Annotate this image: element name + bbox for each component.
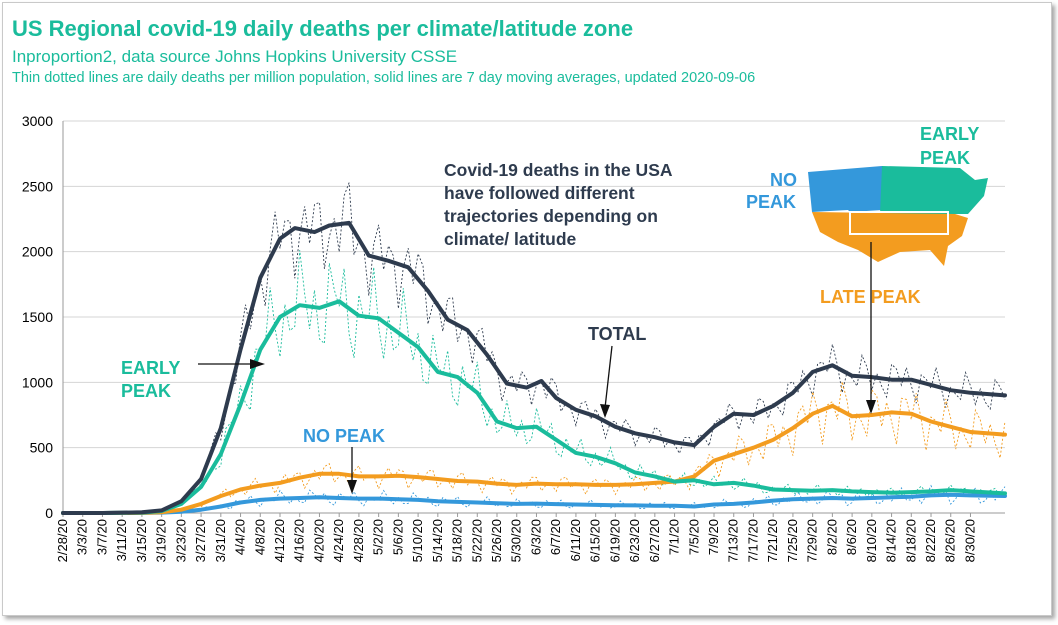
x-tick-label: 6/23/20 [627, 519, 642, 562]
map-late-peak-region [812, 212, 968, 266]
y-tick-label: 500 [30, 440, 54, 456]
x-tick-label: 6/3/20 [528, 519, 543, 555]
map-early-peak-label: EARLY [920, 124, 979, 144]
x-tick-label: 7/29/20 [805, 519, 820, 562]
x-tick-label: 4/4/20 [233, 519, 248, 555]
series-line-early-peak [61, 299, 1007, 515]
x-tick-label: 7/25/20 [785, 519, 800, 562]
x-tick-label: 8/30/20 [962, 519, 977, 562]
no-peak-arrow-head [347, 480, 357, 494]
x-tick-label: 6/27/20 [647, 519, 662, 562]
y-tick-label: 0 [45, 505, 53, 521]
chart-subtitle: Inproportion2, data source Johns Hopkins… [12, 47, 458, 66]
x-tick-label: 8/22/20 [923, 519, 938, 562]
map-no-peak-region [808, 166, 883, 212]
x-tick-label: 7/9/20 [706, 519, 721, 555]
chart-note: Thin dotted lines are daily deaths per m… [12, 70, 756, 86]
x-tick-label: 5/2/20 [371, 519, 386, 555]
x-tick-label: 7/1/20 [667, 519, 682, 555]
x-tick-label: 5/10/20 [410, 519, 425, 562]
daily-line-early-peak [63, 250, 1006, 514]
x-tick-label: 7/5/20 [686, 519, 701, 555]
x-tick-label: 8/6/20 [844, 519, 859, 555]
trajectories-line-3: trajectories depending on [444, 206, 658, 226]
trajectories-line-2: have followed different [444, 183, 635, 203]
daily-line-no-peak [63, 484, 1006, 514]
trajectories-line-1: Covid-19 deaths in the USA [444, 160, 673, 180]
x-tick-label: 4/12/20 [272, 519, 287, 562]
early-peak-arrow-head [250, 359, 265, 369]
x-tick-label: 8/26/20 [943, 519, 958, 562]
total-arrow-head [600, 404, 610, 418]
x-tick-label: 4/16/20 [292, 519, 307, 562]
x-tick-label: 4/28/20 [351, 519, 366, 562]
x-tick-label: 5/30/20 [509, 519, 524, 562]
map-early-peak-label-2: PEAK [920, 148, 970, 168]
x-tick-label: 5/18/20 [450, 519, 465, 562]
x-tick-label: 8/18/20 [903, 519, 918, 562]
x-tick-label: 7/13/20 [726, 519, 741, 562]
x-tick-label: 6/15/20 [588, 519, 603, 562]
chart-title: US Regional covid-19 daily deaths per cl… [12, 16, 634, 41]
x-tick-label: 4/8/20 [252, 519, 267, 555]
x-tick-label: 3/11/20 [114, 519, 129, 561]
x-tick-label: 7/17/20 [745, 519, 760, 562]
map-no-peak-label: NO [770, 170, 797, 190]
x-tick-label: 3/3/20 [75, 519, 90, 555]
x-tick-label: 8/10/20 [864, 519, 879, 562]
x-tick-label: 6/11/20 [568, 519, 583, 561]
x-tick-label: 3/19/20 [154, 519, 169, 562]
late-peak-label: LATE PEAK [820, 287, 921, 307]
x-tick-label: 3/27/20 [193, 519, 208, 562]
x-tick-label: 3/7/20 [94, 519, 109, 555]
early-peak-label-2: PEAK [121, 381, 171, 401]
annotation-arrows [198, 242, 876, 494]
x-tick-label: 5/22/20 [469, 519, 484, 562]
x-tick-label: 4/24/20 [331, 519, 346, 562]
x-tick-label: 7/21/20 [765, 519, 780, 562]
map-no-peak-label-2: PEAK [746, 192, 796, 212]
y-tick-label: 2000 [22, 244, 53, 260]
total-arrow [604, 345, 613, 409]
trajectories-line-4: climate/ latitude [444, 229, 577, 249]
x-tick-label: 6/19/20 [607, 519, 622, 562]
series-line-no-peak [61, 492, 1007, 515]
x-axis-ticks: 2/28/20 3/3/20 3/7/20 3/11/20 3/15/20 3/19/20… [55, 513, 977, 562]
x-tick-label: 2/28/20 [55, 519, 70, 562]
x-tick-label: 8/14/20 [884, 519, 899, 562]
late-peak-arrow-head [866, 400, 876, 414]
x-tick-label: 3/15/20 [134, 519, 149, 562]
y-tick-label: 1500 [22, 309, 53, 325]
x-tick-label: 8/2/20 [824, 519, 839, 555]
map-early-peak-region [880, 166, 988, 214]
y-tick-label: 1000 [22, 374, 53, 390]
moving-average-lines [61, 220, 1007, 515]
series-line-total [61, 220, 1007, 515]
map-highlight-box [849, 211, 949, 235]
x-tick-label: 3/23/20 [173, 519, 188, 562]
no-peak-label: NO PEAK [303, 426, 385, 446]
daily-line-total [63, 182, 1006, 514]
y-tick-label: 3000 [22, 113, 53, 129]
x-tick-label: 5/6/20 [390, 519, 405, 555]
series-line-late-peak [61, 403, 1007, 515]
x-tick-label: 5/26/20 [489, 519, 504, 562]
total-label: TOTAL [588, 324, 646, 344]
x-tick-label: 6/7/20 [548, 519, 563, 555]
y-tick-label: 2500 [22, 178, 53, 194]
early-peak-label: EARLY [121, 358, 180, 378]
us-map-inset [808, 166, 988, 266]
x-tick-label: 4/20/20 [311, 519, 326, 562]
x-tick-label: 5/14/20 [430, 519, 445, 562]
x-tick-label: 3/31/20 [213, 519, 228, 562]
y-axis-ticks: 0 500 1000 1500 2000 2500 3000 [22, 113, 53, 521]
